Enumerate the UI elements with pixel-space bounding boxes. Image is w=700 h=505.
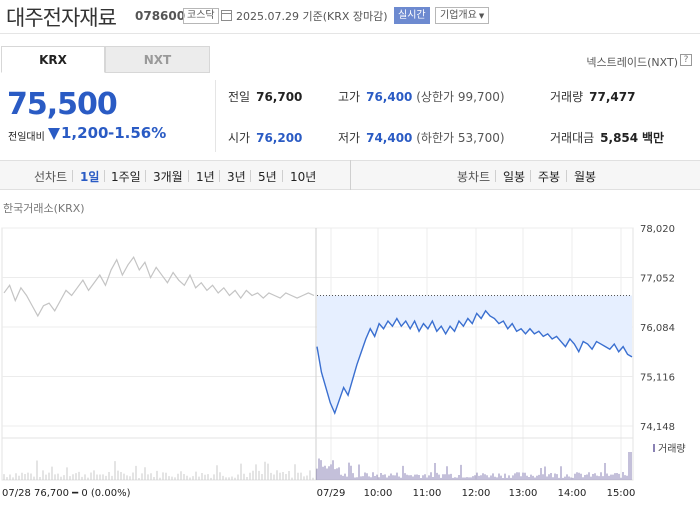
x-tick-label: 12:00 <box>462 488 491 499</box>
stat-amount: 거래대금 5,854 백만 <box>550 129 664 146</box>
x-tick-label: 15:00 <box>607 488 636 499</box>
stock-code: 078600 <box>135 9 186 23</box>
company-overview-label: 기업개요 <box>440 10 477 21</box>
divider <box>188 170 189 182</box>
divider <box>72 170 73 182</box>
tab-krx[interactable]: KRX <box>1 46 105 73</box>
divider <box>215 80 216 152</box>
y-tick-label: 76,084 <box>640 323 675 334</box>
divider <box>350 160 351 190</box>
today-line <box>316 309 633 416</box>
stat-high: 고가 76,400 (상한가 99,700) <box>338 88 505 105</box>
stat-value: 77,477 <box>589 90 636 104</box>
price-change: 1,200 <box>61 124 109 142</box>
y-tick-label: 77,052 <box>640 274 675 285</box>
candle-daily[interactable]: 일봉 <box>503 170 526 184</box>
divider <box>282 170 283 182</box>
realtime-button[interactable]: 실시간 <box>394 7 430 24</box>
period-1d[interactable]: 1일 <box>80 170 100 184</box>
period-1w[interactable]: 1주일 <box>111 170 141 184</box>
stat-low: 저가 74,400 (하한가 53,700) <box>338 129 505 146</box>
market-badge: 코스닥 <box>183 8 219 24</box>
footer-prev-close-text: 76,700 ━ 0 (0.00%) <box>34 488 131 499</box>
footer-date: 07/28 <box>2 488 31 499</box>
chevron-down-icon: ▼ <box>478 12 485 20</box>
stock-header: 대주전자재료 078600 코스닥 2025.07.29 기준(KRX 장마감)… <box>0 0 700 34</box>
stat-prev-close: 전일 76,700 <box>228 88 302 105</box>
y-tick-label: 78,020 <box>640 224 675 235</box>
chart-frame <box>1 227 634 481</box>
y-tick-label: 75,116 <box>640 373 675 384</box>
help-icon[interactable]: ? <box>680 54 692 66</box>
candle-weekly[interactable]: 주봉 <box>538 170 561 184</box>
period-5y[interactable]: 5년 <box>258 170 277 184</box>
stat-label: 전일 <box>228 90 251 104</box>
x-tick-label: 14:00 <box>558 488 587 499</box>
current-price: 75,500 <box>7 87 118 122</box>
x-tick-label: 07/29 <box>317 488 346 499</box>
divider <box>145 170 146 182</box>
divider <box>495 170 496 182</box>
stat-open: 시가 76,200 <box>228 129 302 146</box>
period-10y[interactable]: 10년 <box>290 170 317 184</box>
divider <box>530 170 531 182</box>
calendar-icon <box>221 10 232 21</box>
stat-label: 시가 <box>228 131 251 145</box>
divider <box>566 170 567 182</box>
today-area <box>317 295 632 414</box>
period-1y[interactable]: 1년 <box>196 170 215 184</box>
y-tick-label: 74,148 <box>640 422 675 433</box>
price-chart: 78,020 77,052 76,084 75,116 74,148 거래량 07/29 10… <box>1 224 686 499</box>
line-chart-label: 선차트 <box>34 170 68 184</box>
date-text: 2025.07.29 기준(KRX 장마감) <box>236 10 388 23</box>
change-label: 전일대비 <box>8 132 45 143</box>
stat-label: 고가 <box>338 90 361 104</box>
stat-value: 76,200 <box>256 131 303 145</box>
x-tick-label: 10:00 <box>364 488 393 499</box>
tab-nxt[interactable]: NXT <box>105 46 210 73</box>
stock-name: 대주전자재료 <box>6 6 117 30</box>
chart-source-label: 한국거래소(KRX) <box>3 202 85 215</box>
stat-value: 74,400 <box>366 131 413 145</box>
divider <box>104 170 105 182</box>
stat-sub: (상한가 99,700) <box>416 90 505 104</box>
stat-value: 76,700 <box>256 90 303 104</box>
stat-value: 5,854 <box>600 131 639 145</box>
volume-legend-label: 거래량 <box>658 443 686 455</box>
company-overview-button[interactable]: 기업개요 ▼ <box>435 7 490 24</box>
prev-day-line <box>3 255 315 318</box>
nextrade-link[interactable]: 넥스트레이드(NXT) <box>586 56 678 69</box>
stat-unit: 백만 <box>641 131 665 145</box>
divider <box>250 170 251 182</box>
candle-chart-label: 봉차트 <box>457 170 491 184</box>
stat-label: 거래량 <box>550 90 584 104</box>
x-tick-label: 13:00 <box>509 488 538 499</box>
period-bar: 선차트 1일 1주일 3개월 1년 3년 5년 10년 봉차트 일봉 주봉 월봉 <box>0 160 700 190</box>
period-3y[interactable]: 3년 <box>227 170 246 184</box>
x-tick-label: 11:00 <box>413 488 442 499</box>
stat-sub: (하한가 53,700) <box>416 131 505 145</box>
divider <box>219 170 220 182</box>
stat-label: 저가 <box>338 131 361 145</box>
volume-legend-swatch <box>653 444 655 452</box>
stat-label: 거래대금 <box>550 131 595 145</box>
candle-monthly[interactable]: 월봉 <box>574 170 597 184</box>
period-3m[interactable]: 3개월 <box>153 170 183 184</box>
down-triangle-icon <box>48 128 60 140</box>
stat-volume: 거래량 77,477 <box>550 88 635 105</box>
price-change-percent: -1.56% <box>108 124 167 142</box>
stat-value: 76,400 <box>366 90 413 104</box>
